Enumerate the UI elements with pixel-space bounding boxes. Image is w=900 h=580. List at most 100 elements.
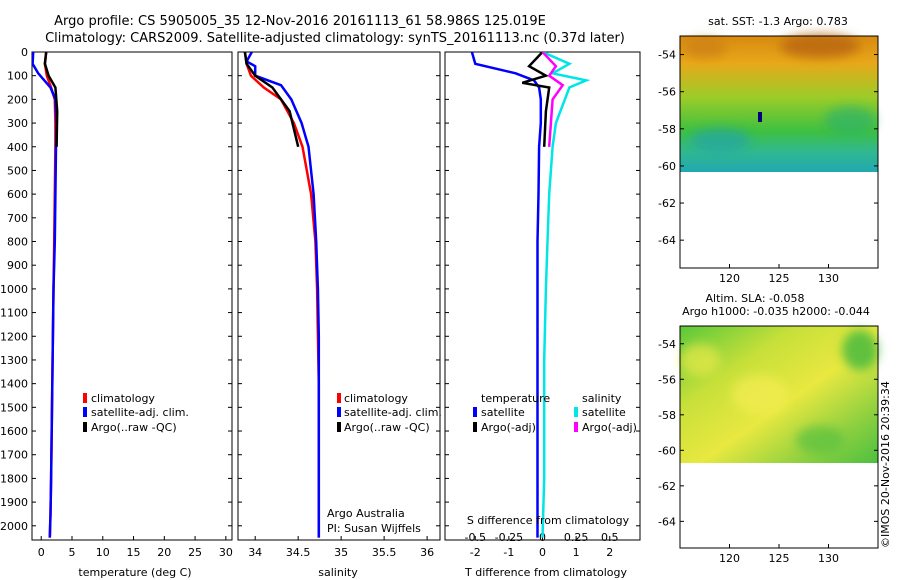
legend-swatch-satellite-adj bbox=[83, 407, 87, 417]
sla-map-title: Altim. SLA: -0.058 bbox=[705, 292, 804, 305]
legend-header-temperature: temperature bbox=[481, 392, 550, 405]
lat-tick-label: -58 bbox=[658, 123, 676, 136]
legend-label-climatology: climatology bbox=[344, 392, 408, 405]
difference-plot-frame bbox=[444, 51, 641, 541]
lat-tick-label: -56 bbox=[658, 373, 676, 386]
sla-high-patch bbox=[680, 344, 720, 376]
legend-label-temp-argo: Argo(-adj) bbox=[481, 421, 536, 434]
sst-map-panel: sat. SST: -1.3 Argo: 0.783 -54-56-58-60-… bbox=[658, 15, 879, 285]
sst-map-title: sat. SST: -1.3 Argo: 0.783 bbox=[708, 15, 848, 28]
lon-tick-label: 130 bbox=[818, 272, 839, 285]
annotation-argo-australia: Argo Australia bbox=[327, 507, 405, 520]
series-line-temperature-argo-adj- bbox=[521, 52, 551, 147]
series-line-argo-raw-qc- bbox=[243, 52, 300, 148]
lon-tick-label: 125 bbox=[769, 272, 790, 285]
depth-tick-label: 0 bbox=[21, 46, 28, 59]
series-line-satellite-adj-clim- bbox=[32, 52, 58, 538]
x-tick-label: 2 bbox=[606, 546, 613, 559]
salinity-plot-frame bbox=[237, 51, 441, 541]
x-tick-label: 20 bbox=[157, 546, 171, 559]
depth-tick-label: 2000 bbox=[0, 520, 28, 533]
difference-depth-ticks bbox=[445, 51, 640, 527]
depth-tick-label: 600 bbox=[7, 188, 28, 201]
x-tick-label: 0 bbox=[539, 546, 546, 559]
legend-label-climatology: climatology bbox=[91, 392, 155, 405]
sla-map-texture bbox=[680, 330, 878, 454]
temperature-series bbox=[32, 52, 59, 538]
x-tick-label: 35 bbox=[334, 546, 348, 559]
x-tick-label: 35.5 bbox=[372, 546, 397, 559]
sla-low-patch bbox=[842, 330, 878, 370]
legend-label-satellite-adj: satellite-adj. clim. bbox=[91, 406, 189, 419]
legend-label-argo: Argo(..raw -QC) bbox=[344, 421, 430, 434]
x-tick-label: -1 bbox=[503, 546, 514, 559]
depth-axis: 0 100 200 300 400 500 600 700 800 900 1000 1100 1200… bbox=[0, 46, 232, 533]
lon-tick-label: 130 bbox=[818, 552, 839, 565]
sla-map-axes: -54 -56 -58 -60 -62 -64 120 125 130 bbox=[658, 338, 878, 565]
depth-tick-label: 1700 bbox=[0, 449, 28, 462]
lat-tick-label: -54 bbox=[658, 49, 676, 62]
salinity-legend: climatology satellite-adj. clim. Argo(..… bbox=[337, 392, 442, 434]
legend-swatch-temp-argo bbox=[473, 422, 477, 432]
lat-tick-label: -60 bbox=[658, 444, 676, 457]
sst-map-axes: -54 -56 -58 -60 -62 -64 120 125 130 bbox=[658, 49, 878, 285]
figure-subtitle: Climatology: CARS2009. Satellite-adjuste… bbox=[45, 31, 625, 46]
series-line-salinity-argo-adj- bbox=[541, 52, 565, 147]
x-tick-label: -2 bbox=[470, 546, 481, 559]
depth-tick-label: 200 bbox=[7, 93, 28, 106]
salinity-depth-ticks bbox=[238, 51, 440, 527]
lon-tick-label: 120 bbox=[719, 552, 740, 565]
series-line-salinity-satellite bbox=[541, 52, 591, 538]
sla-low-patch bbox=[796, 426, 844, 454]
legend-header-salinity: salinity bbox=[582, 392, 622, 405]
legend-label-temp-satellite: satellite bbox=[481, 406, 525, 419]
legend-label-argo: Argo(..raw -QC) bbox=[91, 421, 177, 434]
salinity-series bbox=[243, 52, 321, 538]
legend-swatch-climatology bbox=[83, 393, 87, 403]
sla-map-subtitle: Argo h1000: -0.035 h2000: -0.044 bbox=[682, 305, 870, 318]
salinity-x-axis: 34 34.5 35 35.5 36 bbox=[248, 536, 434, 559]
lat-tick-label: -54 bbox=[658, 338, 676, 351]
x-tick-label: 0 bbox=[38, 546, 45, 559]
lat-tick-label: -64 bbox=[658, 515, 676, 528]
depth-tick-label: 1200 bbox=[0, 330, 28, 343]
legend-swatch-sal-satellite bbox=[574, 407, 578, 417]
depth-tick-label: 1300 bbox=[0, 354, 28, 367]
difference-x-axis: -2 -1 0 1 2-0.5 -0.25 0 0.25 0.5 bbox=[465, 531, 619, 559]
series-line-argo-raw-qc- bbox=[43, 52, 59, 147]
depth-tick-label: 1400 bbox=[0, 378, 28, 391]
depth-tick-label: 1800 bbox=[0, 472, 28, 485]
salinity-panel: 34 34.5 35 35.5 36 salinity climatology sate… bbox=[237, 51, 442, 579]
lat-tick-label: -62 bbox=[658, 480, 676, 493]
depth-tick-label: 300 bbox=[7, 117, 28, 130]
top-x-tick-label: 0.25 bbox=[564, 531, 589, 544]
x-tick-label: 25 bbox=[188, 546, 202, 559]
temperature-legend: climatology satellite-adj. clim. Argo(..… bbox=[83, 392, 189, 434]
lon-tick-label: 120 bbox=[719, 272, 740, 285]
series-line-satellite-adj-clim- bbox=[244, 52, 321, 538]
imos-credit: ©IMOS 20-Nov-2016 20:39:34 bbox=[879, 381, 892, 548]
lon-tick-label: 125 bbox=[769, 552, 790, 565]
x-tick-label: 1 bbox=[573, 546, 580, 559]
lat-tick-label: -58 bbox=[658, 409, 676, 422]
sst-cool-patch bbox=[824, 106, 876, 134]
sst-cool-patch bbox=[690, 128, 750, 152]
sla-map-panel: Altim. SLA: -0.058 Argo h1000: -0.035 h2… bbox=[658, 292, 879, 565]
x-tick-label: 10 bbox=[96, 546, 110, 559]
legend-swatch-temp-satellite bbox=[473, 407, 477, 417]
depth-tick-label: 100 bbox=[7, 70, 28, 83]
x-tick-label: 30 bbox=[219, 546, 233, 559]
temperature-plot-frame bbox=[31, 51, 233, 541]
legend-swatch-satellite-adj bbox=[337, 407, 341, 417]
argo-location-marker bbox=[758, 112, 762, 122]
lat-tick-label: -64 bbox=[658, 234, 676, 247]
difference-top-xlabel: S difference from climatology bbox=[467, 514, 630, 527]
legend-swatch-argo bbox=[337, 422, 341, 432]
x-tick-label: 36 bbox=[420, 546, 434, 559]
x-tick-label: 34 bbox=[248, 546, 262, 559]
x-tick-label: 34.5 bbox=[286, 546, 311, 559]
x-tick-label: 5 bbox=[69, 546, 76, 559]
legend-label-sal-argo: Argo(-adj) bbox=[582, 421, 637, 434]
temperature-xlabel: temperature (deg C) bbox=[78, 566, 191, 579]
